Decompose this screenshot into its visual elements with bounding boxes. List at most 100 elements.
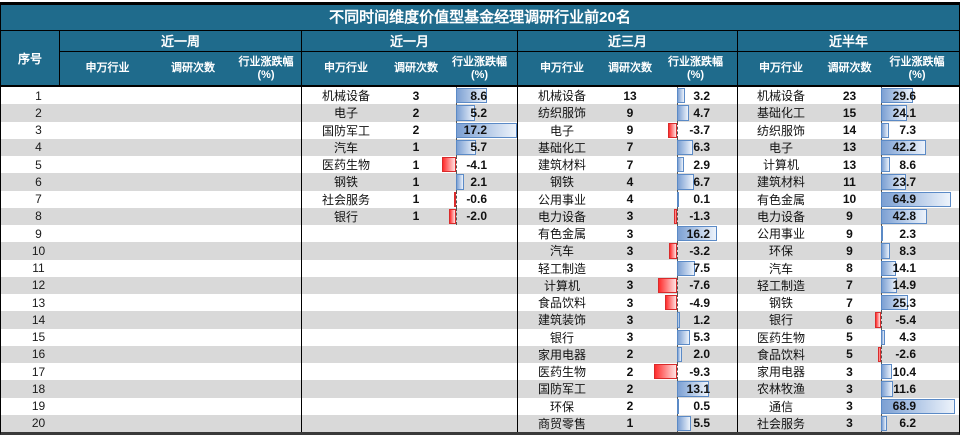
- research-count: [155, 415, 231, 432]
- pct-change-value: 5.7: [470, 140, 487, 155]
- pct-data-bar: [880, 174, 907, 190]
- pct-change-cell: [442, 380, 517, 397]
- period-group-cells: 轻工制造 3 7.5: [517, 259, 737, 277]
- period-group-cells: [60, 398, 301, 415]
- pct-change-value: 5.3: [693, 330, 710, 345]
- pct-header-line2: (%): [257, 68, 275, 81]
- period-group-cells: 轻工制造 7 14.9: [737, 276, 959, 294]
- industry-name: 钢铁: [768, 296, 793, 311]
- pct-bar-track: [875, 276, 955, 294]
- research-count: [155, 294, 231, 311]
- table-row: 3 国防军工 2 17.2 电子 9 -3.7 纺织服饰 14 7.3: [1, 121, 959, 139]
- pct-change-value: -4.9: [689, 295, 710, 310]
- pct-change-value: -2.0: [466, 209, 487, 224]
- period-group-cells: 电力设备 3 -1.3: [517, 207, 737, 225]
- pct-change-value: 42.8: [892, 209, 916, 224]
- research-count: 9: [846, 243, 853, 258]
- period-group-cells: 电力设备 9 42.8: [737, 207, 959, 225]
- period-group-cells: [60, 242, 301, 259]
- period-group-cells: 计算机 13 8.6: [737, 156, 959, 174]
- period-group-cells: [60, 329, 301, 346]
- industry-name: [60, 294, 155, 311]
- industry-name: [302, 363, 390, 380]
- pct-bar-track: [654, 173, 717, 191]
- pct-change-cell: 64.9: [875, 190, 959, 208]
- row-number: 1: [35, 88, 42, 103]
- period-group-cells: [301, 276, 517, 294]
- industry-name: [302, 225, 390, 242]
- period-group-cells: 社会服务 1 -0.6: [301, 190, 517, 208]
- row-number: 3: [35, 123, 42, 138]
- research-count: 2: [626, 381, 634, 396]
- table-row: 17 医药生物 2 -9.3 家用电器 3 10.4: [1, 363, 959, 381]
- research-count: [155, 225, 231, 242]
- research-count: [390, 260, 442, 277]
- industry-name: [60, 415, 155, 432]
- research-count: 2: [626, 364, 634, 379]
- research-count: 3: [626, 278, 634, 293]
- pct-change-value: 10.4: [892, 364, 916, 379]
- period-group-cells: 基础化工 15 24.1: [737, 104, 959, 122]
- research-count: 23: [842, 88, 857, 103]
- pct-data-bar: [880, 364, 892, 380]
- pct-change-value: 2.1: [470, 174, 487, 189]
- table-row: 14 建筑装饰 3 1.2 银行 6 -5.4: [1, 311, 959, 329]
- pct-change-value: 11.6: [893, 381, 916, 396]
- industry-name: 汽车: [768, 261, 793, 276]
- research-count: [155, 398, 231, 415]
- period-group-cells: 环保 9 8.3: [737, 242, 959, 260]
- pct-bar-track: [654, 225, 717, 243]
- pct-bar-track: [442, 173, 517, 191]
- pct-change-cell: [231, 398, 301, 415]
- industry-name: 国防军工: [321, 123, 370, 138]
- industry-name: [60, 346, 155, 363]
- industry-name: 建筑装饰: [537, 313, 586, 328]
- col-header-index: 序号: [1, 31, 60, 85]
- pct-change-value: 4.3: [899, 330, 916, 345]
- pct-change-cell: [231, 346, 301, 363]
- pct-change-cell: -9.3: [654, 363, 737, 381]
- pct-change-cell: 8.6: [442, 87, 517, 105]
- pct-bar-track: [442, 104, 517, 122]
- research-count: 10: [842, 192, 857, 207]
- pct-data-bar: [676, 226, 717, 242]
- industry-name: 银行: [768, 313, 793, 328]
- pct-bar-track: [654, 190, 717, 208]
- research-count: 2: [626, 347, 634, 362]
- period-group-cells: 钢铁 1 2.1: [301, 173, 517, 191]
- pct-change-value: 8.6: [470, 88, 487, 103]
- pct-change-cell: 3.2: [654, 87, 737, 105]
- pct-change-cell: 6.3: [654, 138, 737, 156]
- period-group-header: 近一周 申万行业 调研次数 行业涨跌幅 (%): [60, 31, 301, 85]
- col-header-count: 调研次数: [394, 62, 438, 75]
- industry-name: 环保: [549, 399, 574, 414]
- industry-name: [302, 294, 390, 311]
- pct-data-bar: [880, 415, 888, 431]
- research-count: 3: [846, 416, 853, 431]
- industry-name: 社会服务: [321, 192, 370, 207]
- period-group-cells: [60, 277, 301, 294]
- zero-axis-line: [676, 363, 678, 381]
- period-group-cells: 钢铁 7 25.3: [737, 294, 959, 312]
- research-count: 3: [846, 364, 853, 379]
- pct-change-cell: 6.2: [875, 414, 959, 432]
- period-group-cells: 汽车 1 5.7: [301, 138, 517, 156]
- industry-name: 电力设备: [756, 209, 805, 224]
- pct-data-bar: [676, 191, 679, 207]
- industry-name: [60, 380, 155, 397]
- pct-bar-track: [654, 138, 717, 156]
- pct-bar-track: [875, 104, 955, 122]
- pct-change-value: 17.2: [463, 123, 487, 138]
- pct-change-cell: -3.2: [654, 242, 737, 260]
- research-count: 11: [843, 174, 856, 189]
- research-count: [155, 242, 231, 259]
- research-count: [155, 156, 231, 173]
- pct-change-value: 2.9: [693, 157, 710, 172]
- industry-name: 医药生物: [756, 330, 805, 345]
- pct-data-bar: [454, 191, 457, 207]
- pct-data-bar: [880, 105, 907, 121]
- pct-change-cell: -5.4: [875, 311, 959, 329]
- pct-change-value: -3.7: [689, 123, 710, 138]
- pct-data-bar: [676, 260, 696, 276]
- industry-name: [60, 122, 155, 139]
